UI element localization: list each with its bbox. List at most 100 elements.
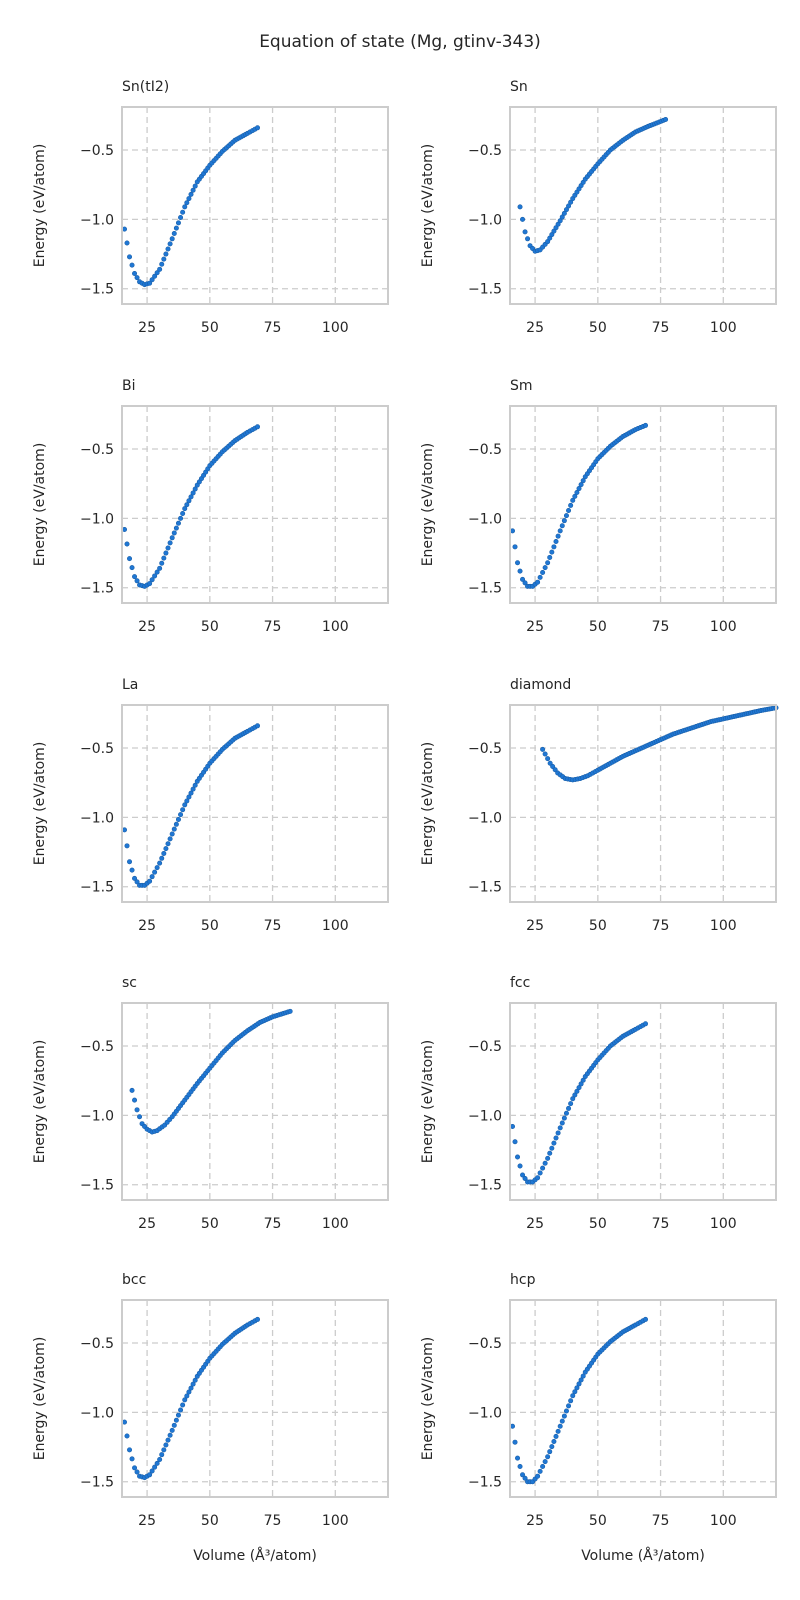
data-point bbox=[132, 574, 138, 580]
data-point bbox=[171, 1422, 177, 1428]
data-point bbox=[192, 486, 198, 492]
y-tick-label: −1.0 bbox=[468, 511, 502, 527]
data-point bbox=[127, 556, 133, 562]
x-tick-label: 25 bbox=[526, 619, 544, 635]
data-point bbox=[551, 1439, 557, 1445]
subplot-title: Sm bbox=[510, 378, 533, 394]
data-point bbox=[171, 530, 177, 536]
subplot-title: hcp bbox=[510, 1272, 536, 1288]
x-tick-label: 100 bbox=[322, 320, 349, 336]
data-point bbox=[161, 1447, 167, 1453]
y-axis-label: Energy (eV/atom) bbox=[420, 1337, 436, 1461]
y-tick-label: −0.5 bbox=[468, 741, 502, 757]
subplot-title: La bbox=[122, 677, 138, 693]
y-tick-label: −0.5 bbox=[468, 442, 502, 458]
data-point bbox=[171, 826, 177, 832]
data-point bbox=[555, 1428, 561, 1434]
data-point bbox=[152, 273, 158, 279]
x-tick-label: 75 bbox=[264, 1513, 282, 1529]
data-point bbox=[547, 760, 553, 766]
data-point bbox=[643, 422, 649, 428]
data-point bbox=[561, 1115, 567, 1121]
x-tick-label: 50 bbox=[201, 320, 219, 336]
y-tick-label: −1.5 bbox=[468, 1475, 502, 1491]
data-point bbox=[147, 1472, 153, 1478]
plot-frame bbox=[509, 106, 777, 305]
data-point bbox=[559, 1120, 565, 1126]
data-point bbox=[555, 1130, 561, 1136]
data-point bbox=[169, 236, 175, 242]
y-tick-label: −1.5 bbox=[468, 282, 502, 298]
subplot-title: Sn bbox=[510, 79, 528, 95]
y-tick-label: −1.5 bbox=[468, 581, 502, 597]
data-point bbox=[542, 1459, 548, 1465]
data-point bbox=[525, 236, 531, 242]
x-tick-label: 25 bbox=[138, 1216, 156, 1232]
data-point bbox=[568, 1101, 574, 1107]
data-point bbox=[175, 1412, 181, 1418]
data-point bbox=[566, 1105, 572, 1111]
data-point bbox=[572, 1389, 578, 1395]
data-point bbox=[535, 579, 541, 585]
data-point bbox=[522, 1475, 528, 1481]
subplot-title: diamond bbox=[510, 677, 571, 693]
data-point bbox=[547, 1449, 553, 1455]
subplot-title: Bi bbox=[122, 378, 136, 394]
data-point bbox=[545, 560, 551, 566]
data-point bbox=[520, 216, 526, 222]
data-point bbox=[566, 1403, 572, 1409]
data-point bbox=[154, 569, 160, 575]
x-tick-label: 50 bbox=[201, 918, 219, 934]
data-point bbox=[572, 1092, 578, 1098]
subplot-1: Sn 25 50 75 100 −0.5 −1.0 −1.5 Energy (eV/atom) bbox=[420, 79, 777, 336]
data-point bbox=[547, 554, 553, 560]
x-tick-label: 100 bbox=[710, 619, 737, 635]
data-point bbox=[180, 511, 186, 517]
data-point bbox=[132, 875, 138, 881]
data-point bbox=[559, 1418, 565, 1424]
y-axis-label: Energy (eV/atom) bbox=[32, 1040, 48, 1164]
data-point bbox=[255, 1316, 261, 1322]
x-tick-label: 25 bbox=[138, 918, 156, 934]
data-point bbox=[574, 1385, 580, 1391]
data-point bbox=[578, 1377, 584, 1383]
data-point bbox=[154, 270, 160, 276]
data-point bbox=[553, 1135, 559, 1141]
data-point bbox=[180, 209, 186, 215]
plot-frame bbox=[509, 704, 777, 903]
y-tick-label: −1.5 bbox=[80, 581, 114, 597]
y-tick-label: −1.0 bbox=[468, 1405, 502, 1421]
data-point bbox=[173, 821, 179, 827]
x-tick-label: 100 bbox=[710, 1513, 737, 1529]
data-point bbox=[188, 191, 194, 197]
y-tick-label: −1.0 bbox=[80, 1108, 114, 1124]
data-point bbox=[129, 1087, 135, 1093]
data-point bbox=[643, 1316, 649, 1322]
data-point bbox=[540, 1165, 546, 1171]
data-point bbox=[537, 1170, 543, 1176]
data-point bbox=[576, 1085, 582, 1091]
data-point bbox=[188, 1385, 194, 1391]
y-tick-label: −0.5 bbox=[468, 1039, 502, 1055]
subplot-title: sc bbox=[122, 975, 137, 991]
data-point bbox=[147, 878, 153, 884]
data-point bbox=[165, 841, 171, 847]
data-point bbox=[553, 538, 559, 544]
data-point bbox=[186, 794, 192, 800]
data-point bbox=[551, 1140, 557, 1146]
data-point bbox=[159, 560, 165, 566]
data-point bbox=[540, 746, 546, 752]
data-point bbox=[549, 1444, 555, 1450]
data-point bbox=[175, 816, 181, 822]
data-point bbox=[517, 204, 523, 210]
plot-frame bbox=[509, 1002, 777, 1201]
y-tick-label: −1.5 bbox=[468, 1178, 502, 1194]
data-point bbox=[578, 482, 584, 488]
data-point bbox=[184, 798, 190, 804]
data-point bbox=[563, 1408, 569, 1414]
data-point bbox=[553, 1433, 559, 1439]
data-point bbox=[169, 831, 175, 837]
data-point bbox=[570, 497, 576, 503]
data-point bbox=[552, 767, 558, 773]
data-point bbox=[520, 1472, 526, 1478]
